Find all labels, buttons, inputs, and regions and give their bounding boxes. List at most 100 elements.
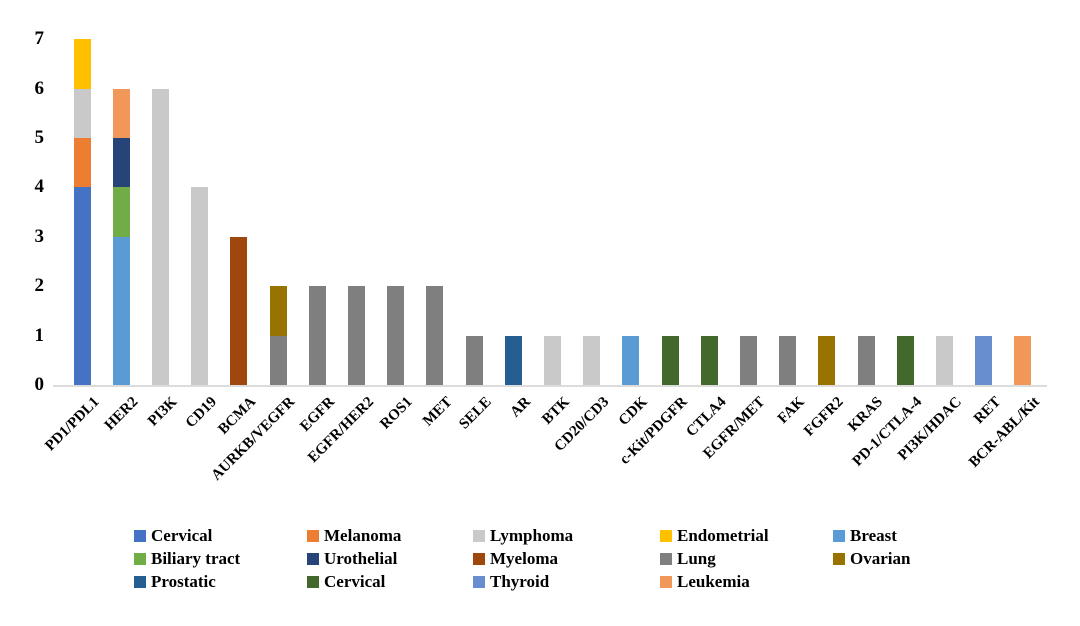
bar-segment-SELE-Lung — [465, 335, 483, 385]
bar-segment-ROS1-Lung — [387, 286, 405, 385]
x-tick-label-PD1/PDL1: PD1/PDL1 — [42, 394, 103, 455]
y-tick-label-0: 0 — [34, 374, 45, 395]
bar-BCMA — [230, 236, 248, 385]
legend-item-thyroid: Thyroid — [473, 573, 549, 590]
bar-HER2 — [112, 88, 130, 385]
x-tick-label-BTK: BTK — [538, 394, 573, 428]
y-tick-label-4: 4 — [34, 176, 45, 198]
x-tick-label-MET: MET — [419, 394, 456, 430]
x-tick-label-PI3K: PI3K — [145, 394, 181, 430]
y-tick-label-2: 2 — [34, 275, 45, 297]
bar-EGFR/HER2 — [347, 286, 365, 385]
x-axis-line — [53, 385, 1047, 387]
x-tick-label-SELE: SELE — [455, 394, 495, 433]
bar-segment-PD1/PDL1-Lymphoma — [73, 88, 91, 138]
bar-BCR-ABL/Kit — [1014, 335, 1032, 385]
bar-FAK — [779, 335, 797, 385]
bar-RET — [975, 335, 993, 385]
legend-item-endometrial: Endometrial — [660, 527, 769, 544]
legend-swatch-icon — [134, 575, 146, 588]
bar-BTK — [543, 335, 561, 385]
bar-segment-HER2-Biliary tract — [112, 187, 130, 237]
legend-swatch-icon — [833, 529, 845, 542]
y-tick-label-6: 6 — [34, 77, 45, 99]
legend-item-melanoma: Melanoma — [307, 527, 401, 544]
legend-swatch-icon — [307, 529, 319, 542]
legend-item-prostatic: Prostatic — [134, 573, 216, 590]
bar-segment-PD1/PDL1-Cervical — [73, 187, 91, 385]
bar-segment-CDK-Breast — [622, 335, 640, 385]
legend-label: Leukemia — [677, 572, 750, 591]
bar-segment-AURKB/VEGFR-Lung — [269, 335, 287, 385]
bar-segment-BTK-Lymphoma — [543, 335, 561, 385]
bar-PI3K — [151, 88, 169, 385]
legend-item-myeloma: Myeloma — [473, 550, 558, 567]
bar-EGFR/MET — [739, 335, 757, 385]
bar-CDK — [622, 335, 640, 385]
x-tick-label-FGFR2: FGFR2 — [801, 394, 848, 440]
legend-label: Lung — [677, 549, 716, 568]
legend-label: Urothelial — [324, 549, 398, 568]
bar-segment-CD20/CD3-Lymphoma — [583, 335, 601, 385]
bar-c-Kit/PDGFR — [661, 335, 679, 385]
bar-segment-AR-Prostatic — [504, 335, 522, 385]
legend-label: Myeloma — [490, 549, 558, 568]
bar-segment-KRAS-Lung — [857, 335, 875, 385]
bar-segment-BCR-ABL/Kit-Leukemia — [1014, 335, 1032, 385]
bar-segment-c-Kit/PDGFR-Cervical — [661, 335, 679, 385]
legend-label: Thyroid — [490, 572, 550, 591]
bar-segment-BCMA-Myeloma — [230, 236, 248, 385]
bar-segment-PD1/PDL1-Endometrial — [73, 39, 91, 89]
x-tick-label-RET: RET — [970, 394, 1004, 428]
legend-swatch-icon — [660, 529, 672, 542]
bar-segment-PD-1/CTLA-4-Cervical — [896, 335, 914, 385]
legend-swatch-icon — [660, 552, 672, 565]
bar-segment-EGFR/HER2-Lung — [347, 286, 365, 385]
x-tick-label-ROS1: ROS1 — [377, 394, 416, 433]
bar-PI3K/HDAC — [935, 335, 953, 385]
legend-label: Cervical — [151, 526, 213, 545]
bar-SELE — [465, 335, 483, 385]
y-tick-label-5: 5 — [34, 127, 45, 148]
legend-swatch-icon — [833, 552, 845, 565]
bar-EGFR — [308, 286, 326, 385]
legend-label: Ovarian — [850, 549, 911, 568]
legend-item-lymphoma: Lymphoma — [473, 527, 573, 544]
legend-item-cervical: Cervical — [134, 527, 212, 544]
x-tick-label-HER2: HER2 — [101, 394, 142, 434]
bar-CD20/CD3 — [583, 335, 601, 385]
legend-label: Melanoma — [324, 526, 402, 545]
bar-CTLA4 — [700, 335, 718, 385]
legend-label: Lymphoma — [490, 526, 574, 545]
legend-item-leukemia: Leukemia — [660, 573, 750, 590]
x-tick-label-FAK: FAK — [774, 394, 808, 427]
bar-segment-PI3K-Lymphoma — [151, 88, 169, 385]
bar-PD1/PDL1 — [73, 39, 91, 385]
legend-swatch-icon — [134, 529, 146, 542]
bar-PD-1/CTLA-4 — [896, 335, 914, 385]
legend-swatch-icon — [660, 575, 672, 588]
legend-label: Endometrial — [677, 526, 769, 545]
x-tick-label-CDK: CDK — [616, 394, 652, 429]
bar-CD19 — [191, 187, 209, 385]
bar-ROS1 — [387, 286, 405, 385]
bar-segment-HER2-Breast — [112, 236, 130, 385]
bar-segment-PI3K/HDAC-Lymphoma — [935, 335, 953, 385]
legend-swatch-icon — [134, 552, 146, 565]
legend-item-ovarian: Ovarian — [833, 550, 910, 567]
bar-segment-EGFR-Lung — [308, 286, 326, 385]
legend-item-lung: Lung — [660, 550, 716, 567]
bar-AR — [504, 335, 522, 385]
bar-segment-EGFR/MET-Lung — [739, 335, 757, 385]
bar-segment-FGFR2-Ovarian — [818, 335, 836, 385]
legend-swatch-icon — [307, 575, 319, 588]
legend-item-cervical_2: Cervical — [307, 573, 385, 590]
legend-label: Breast — [850, 526, 897, 545]
bar-segment-AURKB/VEGFR-Ovarian — [269, 286, 287, 336]
legend-item-biliary_tract: Biliary tract — [134, 550, 240, 567]
bar-segment-HER2-Urothelial — [112, 138, 130, 188]
legend-swatch-icon — [473, 575, 485, 588]
bar-FGFR2 — [818, 335, 836, 385]
y-tick-label-1: 1 — [34, 324, 45, 346]
